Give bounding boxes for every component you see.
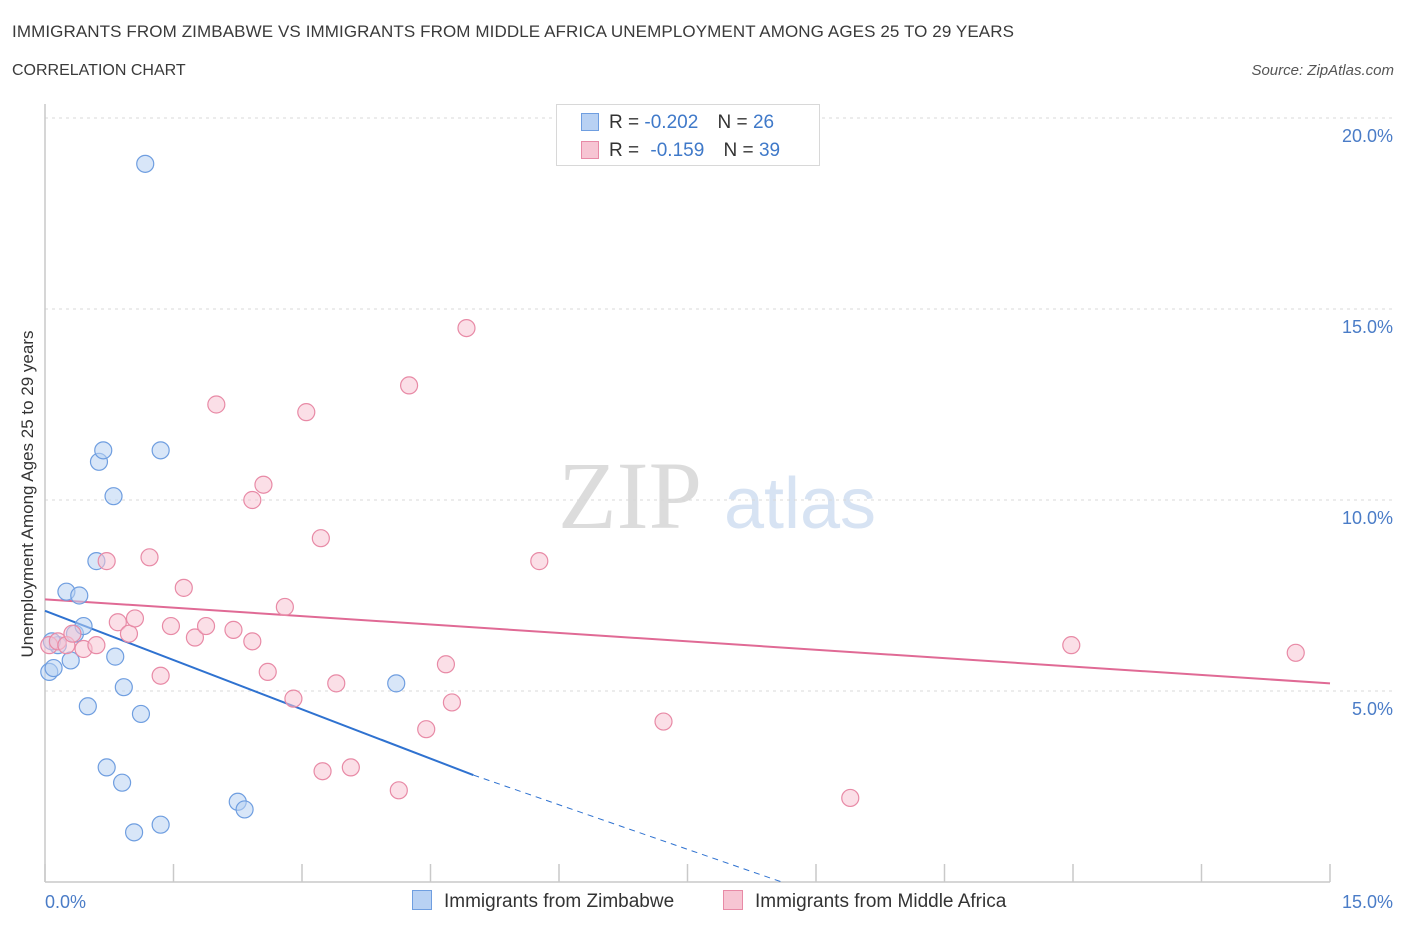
data-points: [40, 154, 1305, 842]
point-middle-africa: [119, 624, 139, 643]
y-axis-label: Unemployment Among Ages 25 to 29 years: [18, 331, 37, 658]
legend-n-label: N =: [723, 140, 754, 161]
point-zimbabwe: [97, 758, 116, 777]
x-tick-label: 0.0%: [45, 892, 86, 912]
legend-n-value-middle-africa: 39: [758, 140, 781, 161]
chart-subtitle: CORRELATION CHART: [12, 62, 186, 79]
point-middle-africa: [243, 490, 262, 510]
point-middle-africa: [243, 632, 262, 651]
point-middle-africa: [97, 552, 116, 571]
point-zimbabwe: [151, 815, 170, 834]
point-middle-africa: [313, 762, 332, 781]
point-zimbabwe: [151, 441, 170, 460]
point-middle-africa: [654, 712, 673, 731]
point-zimbabwe: [44, 658, 63, 678]
legend-label-zimbabwe: Immigrants from Zimbabwe: [444, 891, 675, 912]
point-zimbabwe: [114, 678, 133, 697]
watermark-zip: ZIP: [558, 442, 702, 549]
point-middle-africa: [207, 395, 226, 414]
point-zimbabwe: [94, 441, 113, 460]
point-middle-africa: [1062, 636, 1081, 655]
legend-swatch-middle-africa: [723, 890, 743, 910]
point-middle-africa: [442, 693, 462, 712]
y-tick-label: 10.0%: [1342, 508, 1393, 528]
legend-r-value-middle-africa: -0.159: [650, 140, 705, 161]
legend-n-label: N =: [717, 112, 748, 133]
point-zimbabwe: [136, 154, 155, 173]
point-zimbabwe: [70, 586, 89, 605]
point-middle-africa: [224, 620, 243, 639]
point-middle-africa: [399, 376, 419, 395]
point-middle-africa: [327, 674, 346, 693]
point-middle-africa: [311, 529, 330, 548]
trend-lines: [44, 598, 1331, 883]
point-middle-africa: [436, 655, 456, 674]
point-middle-africa: [254, 475, 273, 494]
point-middle-africa: [530, 552, 549, 571]
legend-n-value-zimbabwe: 26: [752, 112, 775, 133]
point-middle-africa: [389, 781, 408, 800]
legend-r-value-zimbabwe: -0.202: [644, 112, 699, 133]
trend-line-zimbabwe-extension: [473, 774, 782, 883]
point-middle-africa: [457, 319, 476, 338]
chart-title: IMMIGRANTS FROM ZIMBABWE VS IMMIGRANTS F…: [12, 22, 1015, 41]
series-legend: Immigrants from Zimbabwe Immigrants from…: [0, 890, 1406, 916]
point-middle-africa: [297, 403, 316, 422]
trend-line-zimbabwe: [44, 609, 474, 776]
point-middle-africa: [417, 720, 436, 739]
point-middle-africa: [185, 628, 205, 647]
legend-item-middle-africa[interactable]: Immigrants from Middle Africa: [723, 890, 1006, 913]
legend-r-label: R =: [609, 112, 640, 133]
watermark: ZIP atlas: [558, 442, 876, 549]
point-middle-africa: [174, 578, 193, 597]
point-middle-africa: [63, 624, 82, 643]
y-tick-label: 20.0%: [1342, 126, 1393, 146]
watermark-atlas: atlas: [724, 464, 876, 544]
point-zimbabwe: [78, 697, 97, 716]
point-zimbabwe: [112, 773, 132, 792]
point-middle-africa: [140, 548, 159, 567]
legend-swatch-zimbabwe: [412, 890, 432, 910]
point-zimbabwe: [235, 800, 254, 819]
point-middle-africa: [161, 616, 181, 636]
legend-r-label: R =: [609, 140, 640, 161]
legend-row-middle-africa: R = -0.159 N = 39: [581, 140, 780, 164]
point-zimbabwe: [124, 823, 144, 842]
point-middle-africa: [196, 616, 216, 636]
point-zimbabwe: [104, 487, 123, 506]
x-tick-label: 15.0%: [1342, 892, 1393, 912]
point-zimbabwe: [387, 674, 406, 693]
tick-labels: 5.0% 10.0% 15.0% 20.0% 0.0% 15.0%: [45, 126, 1393, 912]
legend-swatch-zimbabwe: [581, 113, 599, 131]
point-middle-africa: [87, 636, 106, 655]
legend-label-middle-africa: Immigrants from Middle Africa: [755, 891, 1007, 912]
legend-swatch-middle-africa: [581, 141, 599, 159]
correlation-legend: R = -0.202 N = 26 R = -0.159 N = 39: [556, 104, 820, 166]
source-label: Source: ZipAtlas.com: [1251, 62, 1394, 79]
legend-item-zimbabwe[interactable]: Immigrants from Zimbabwe: [412, 890, 674, 913]
point-zimbabwe: [106, 647, 125, 666]
trend-line-middle-africa: [44, 598, 1331, 685]
point-middle-africa: [1286, 643, 1305, 662]
y-tick-label: 5.0%: [1352, 699, 1393, 719]
point-middle-africa: [258, 662, 277, 682]
point-middle-africa: [108, 613, 127, 632]
point-middle-africa: [284, 689, 303, 708]
legend-row-zimbabwe: R = -0.202 N = 26: [581, 112, 774, 136]
point-middle-africa: [125, 609, 145, 628]
point-zimbabwe: [131, 704, 151, 724]
y-tick-label: 15.0%: [1342, 317, 1393, 337]
axes: [44, 104, 1331, 883]
point-middle-africa: [151, 666, 170, 685]
point-middle-africa: [341, 758, 360, 777]
gridlines: [45, 117, 1392, 692]
point-middle-africa: [841, 788, 860, 808]
point-middle-africa: [275, 597, 294, 617]
